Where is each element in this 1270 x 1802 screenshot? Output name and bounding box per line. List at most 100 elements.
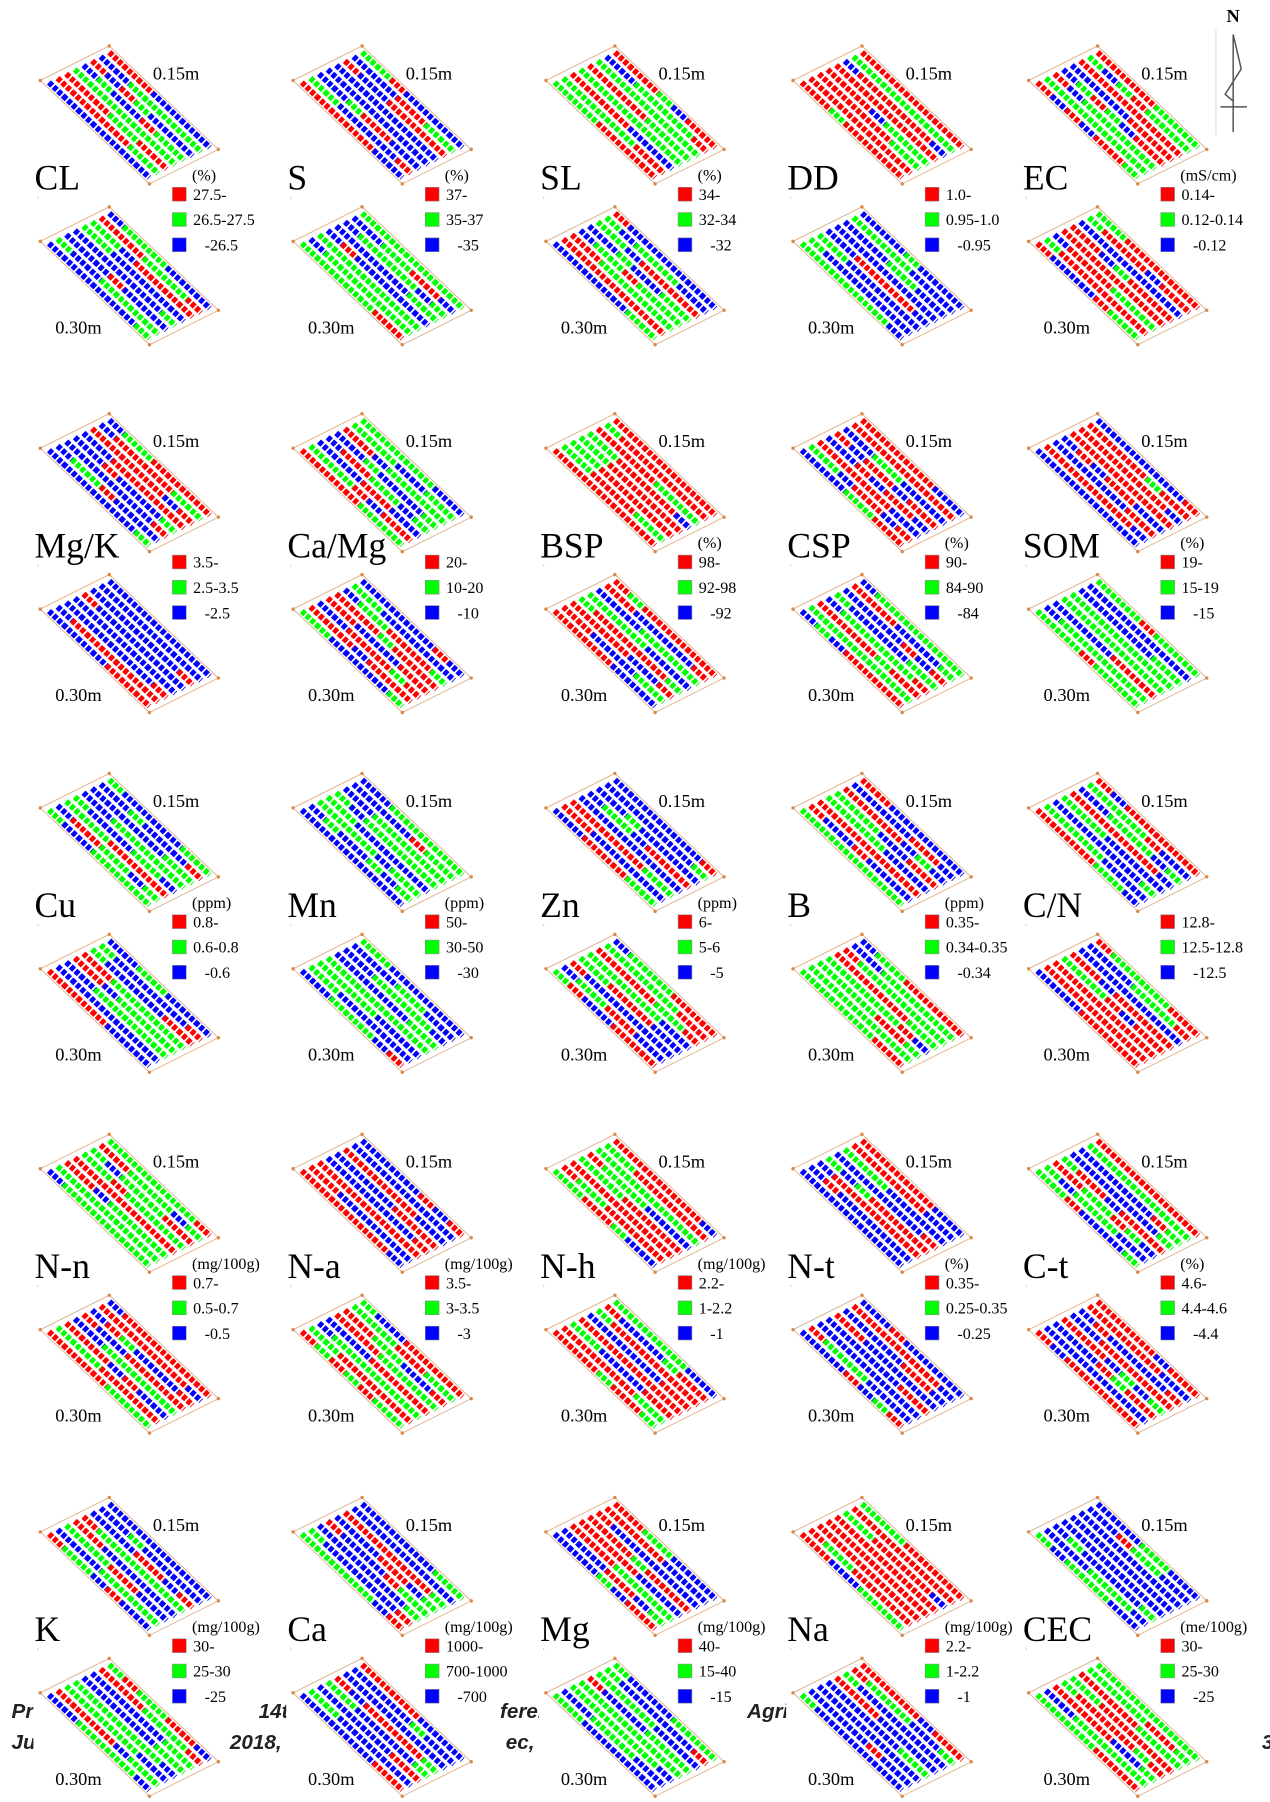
legend-label: 84-90 bbox=[946, 580, 984, 597]
legend-swatch bbox=[425, 940, 439, 954]
legend-label: -0.5 bbox=[205, 1326, 230, 1343]
legend-swatch bbox=[172, 915, 186, 929]
legend-swatch bbox=[925, 1639, 939, 1653]
panel: 0.15m0.30mMn(ppm)50-30-50-30 bbox=[286, 765, 484, 1084]
frame-corner bbox=[1096, 205, 1099, 208]
panel-label: N-t bbox=[787, 1246, 835, 1286]
frame-corner bbox=[401, 1270, 404, 1273]
depth-label: 0.15m bbox=[906, 431, 952, 451]
frame-corner bbox=[148, 343, 151, 346]
frame-corner bbox=[401, 711, 404, 714]
frame-corner bbox=[360, 933, 363, 936]
legend-swatch bbox=[678, 965, 692, 979]
legend-swatch bbox=[1161, 238, 1175, 252]
legend-label: -10 bbox=[457, 605, 478, 622]
frame-corner bbox=[544, 607, 547, 610]
frame-corner bbox=[653, 1270, 656, 1273]
depth-label: 0.15m bbox=[659, 791, 705, 811]
frame-corner bbox=[1096, 1496, 1099, 1499]
frame-corner bbox=[1136, 910, 1139, 913]
legend-label: 25-30 bbox=[1181, 1664, 1219, 1681]
legend-label: 92-98 bbox=[699, 580, 737, 597]
legend-label: 700-1000 bbox=[446, 1664, 508, 1681]
legend-swatch bbox=[678, 915, 692, 929]
frame-corner bbox=[291, 240, 294, 243]
legend-unit: (%) bbox=[945, 535, 969, 552]
panel-label: N-a bbox=[287, 1246, 341, 1286]
panel: 0.15m0.30mB(ppm)0.35-0.34-0.35-0.34 bbox=[786, 765, 1007, 1084]
legend-swatch bbox=[678, 187, 692, 201]
legend-swatch bbox=[925, 238, 939, 252]
frame-corner bbox=[401, 1795, 404, 1798]
legend-swatch bbox=[925, 1664, 939, 1678]
frame-corner bbox=[470, 1236, 473, 1239]
frame-corner bbox=[653, 910, 656, 913]
legend-label: 34- bbox=[699, 187, 720, 204]
legend-swatch bbox=[172, 238, 186, 252]
frame-corner bbox=[653, 550, 656, 553]
frame-corner bbox=[900, 1795, 903, 1798]
legend-swatch bbox=[1161, 555, 1175, 569]
depth-label: 0.30m bbox=[308, 1406, 354, 1426]
page: { "north_label": "N", "legend_colors": [… bbox=[0, 0, 1270, 1802]
frame-corner bbox=[1096, 44, 1099, 47]
depth-label: 0.30m bbox=[561, 1769, 607, 1789]
depth-label: 0.30m bbox=[808, 317, 854, 337]
frame-corner bbox=[39, 1328, 42, 1331]
legend-swatch bbox=[425, 1301, 439, 1315]
frame-corner bbox=[860, 1133, 863, 1136]
depth-label: 0.15m bbox=[659, 1152, 705, 1172]
frame-corner bbox=[969, 676, 972, 679]
panel: 0.15m0.30mCSP(%)90-84-90-84 bbox=[786, 406, 983, 725]
legend-swatch bbox=[925, 1689, 939, 1703]
legend-label: 4.6- bbox=[1181, 1275, 1206, 1292]
frame-corner bbox=[470, 875, 473, 878]
frame-corner bbox=[860, 1657, 863, 1660]
depth-label: 0.15m bbox=[1141, 791, 1187, 811]
legend-label: 0.34-0.35 bbox=[946, 940, 1008, 957]
depth-label: 0.15m bbox=[406, 791, 452, 811]
frame-corner bbox=[969, 1599, 972, 1602]
panel: 0.15m0.30mC-t(%)4.6-4.4-4.6-4.4 bbox=[1022, 1126, 1227, 1445]
legend-swatch bbox=[678, 940, 692, 954]
legend-swatch bbox=[1161, 580, 1175, 594]
depth-label: 0.30m bbox=[308, 1045, 354, 1065]
legend-unit: (mS/cm) bbox=[1180, 167, 1236, 184]
panel: 0.15m0.30mSL(%)34-32-34-32 bbox=[539, 38, 736, 357]
frame-corner bbox=[1096, 1657, 1099, 1660]
legend-swatch bbox=[425, 606, 439, 620]
frame-corner bbox=[470, 1036, 473, 1039]
frame-corner bbox=[900, 1270, 903, 1273]
depth-label: 0.15m bbox=[659, 1515, 705, 1535]
frame-corner bbox=[470, 1599, 473, 1602]
legend-swatch bbox=[678, 606, 692, 620]
frame-corner bbox=[969, 1236, 972, 1239]
frame-corner bbox=[544, 1167, 547, 1170]
frame-corner bbox=[544, 79, 547, 82]
frame-corner bbox=[1205, 309, 1208, 312]
frame-corner bbox=[1205, 676, 1208, 679]
frame-corner bbox=[653, 711, 656, 714]
legend-swatch bbox=[172, 940, 186, 954]
legend-unit: (%) bbox=[1180, 1256, 1204, 1273]
panel: 0.15m0.30mEC(mS/cm)0.14-0.12-0.14-0.12 bbox=[1022, 38, 1243, 357]
legend-swatch bbox=[925, 606, 939, 620]
frame-corner bbox=[900, 550, 903, 553]
frame-corner bbox=[722, 309, 725, 312]
frame-corner bbox=[1096, 933, 1099, 936]
frame-corner bbox=[39, 240, 42, 243]
frame-corner bbox=[722, 1397, 725, 1400]
legend-label: -0.6 bbox=[205, 965, 230, 982]
legend-swatch bbox=[172, 213, 186, 227]
frame-corner bbox=[544, 446, 547, 449]
frame-corner bbox=[217, 1599, 220, 1602]
depth-label: 0.30m bbox=[561, 317, 607, 337]
legend-label: -5 bbox=[710, 965, 723, 982]
legend-swatch bbox=[1161, 1689, 1175, 1703]
legend-unit: (%) bbox=[445, 167, 469, 184]
figure: N Pro14th InferencAgricuJun2018, Iec, Ca… bbox=[0, 0, 1270, 1802]
frame-corner bbox=[148, 711, 151, 714]
legend-label: 15-40 bbox=[699, 1664, 737, 1681]
legend-label: -25 bbox=[1193, 1689, 1214, 1706]
frame-corner bbox=[108, 412, 111, 415]
